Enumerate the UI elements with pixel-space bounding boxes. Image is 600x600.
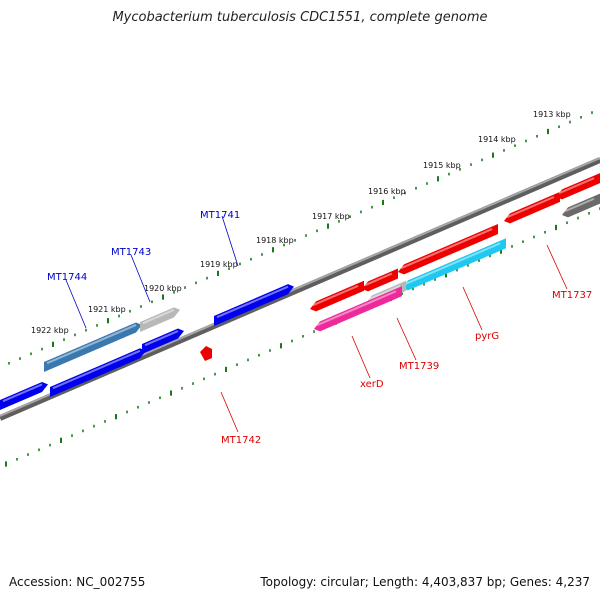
gene-mt1741-highlight (216, 285, 289, 319)
gene-red-mid-highlight (400, 228, 493, 270)
gene-red-small[interactable] (362, 268, 398, 292)
scale-label: 1915 kbp (423, 161, 461, 170)
gene-mt1744-highlight (52, 349, 141, 390)
outer-tick-ring (8, 111, 593, 365)
inner-tick-ring (5, 207, 600, 467)
gene-mt1742[interactable] (200, 346, 212, 361)
gene-features (0, 173, 600, 410)
gene-dark-top[interactable] (562, 193, 600, 218)
gene-red-small-highlight (364, 272, 393, 287)
gene-label-mt1739[interactable]: MT1739 (399, 361, 439, 372)
gene-xerD[interactable] (314, 286, 402, 332)
gene-pyrG[interactable] (402, 238, 506, 291)
scale-label: 1922 kbp (31, 326, 69, 335)
scale-label: 1914 kbp (478, 135, 516, 144)
gene-mt1743[interactable] (142, 328, 184, 354)
accession-text: Accession: NC_002755 (9, 575, 146, 589)
gene-blue-left-highlight (2, 383, 43, 403)
gene-xerD-highlight (316, 290, 397, 327)
scale-label: 1916 kbp (368, 187, 406, 196)
gene-label-mt1742[interactable]: MT1742 (221, 435, 261, 446)
gene-mt1739-highlight (368, 284, 401, 301)
scale-label: 1918 kbp (256, 236, 294, 245)
scale-label: 1920 kbp (144, 284, 182, 293)
label-connectors (65, 215, 568, 433)
gene-mt1743-highlight (144, 330, 179, 347)
gene-dark-top-highlight (564, 197, 595, 213)
gene-pyrG-highlight (404, 242, 501, 286)
gene-rna-upper-highlight (46, 324, 137, 365)
gene-rna-upper[interactable] (44, 322, 142, 372)
gene-red-lower[interactable] (310, 280, 364, 312)
gene-label-mt1737[interactable]: MT1737 (552, 290, 592, 301)
gene-label-mt1743[interactable]: MT1743 (111, 247, 151, 258)
gene-grey-upper-highlight (142, 308, 175, 325)
gene-red-lower-highlight (312, 284, 359, 307)
gene-labels: MT1741 MT1743 MT1744 MT1737 pyrG MT1739 … (47, 210, 592, 446)
scale-label: 1917 kbp (312, 212, 350, 221)
gene-mt1741[interactable] (214, 284, 294, 326)
gene-grey-upper[interactable] (140, 307, 180, 332)
map-title: Mycobacterium tuberculosis CDC1551, comp… (112, 10, 488, 25)
gene-label-pyrg[interactable]: pyrG (475, 331, 499, 342)
scale-labels: 1913 kbp 1914 kbp 1915 kbp 1916 kbp 1917… (31, 110, 571, 335)
gene-label-mt1741[interactable]: MT1741 (200, 210, 240, 221)
scale-label: 1913 kbp (533, 110, 571, 119)
gene-mt1744[interactable] (50, 348, 146, 397)
gene-blue-left[interactable] (0, 381, 48, 410)
scale-label: 1919 kbp (200, 260, 238, 269)
gene-label-xerd[interactable]: xerD (360, 379, 384, 390)
gene-label-mt1744[interactable]: MT1744 (47, 272, 87, 283)
gene-mt1737[interactable] (504, 191, 560, 224)
gene-mt1737-highlight (506, 196, 555, 219)
gene-red-top-highlight (558, 177, 595, 195)
gene-red-mid[interactable] (398, 224, 498, 275)
gene-red-top[interactable] (556, 173, 600, 200)
scale-label: 1921 kbp (88, 305, 126, 314)
genome-summary-text: Topology: circular; Length: 4,403,837 bp… (260, 575, 590, 589)
